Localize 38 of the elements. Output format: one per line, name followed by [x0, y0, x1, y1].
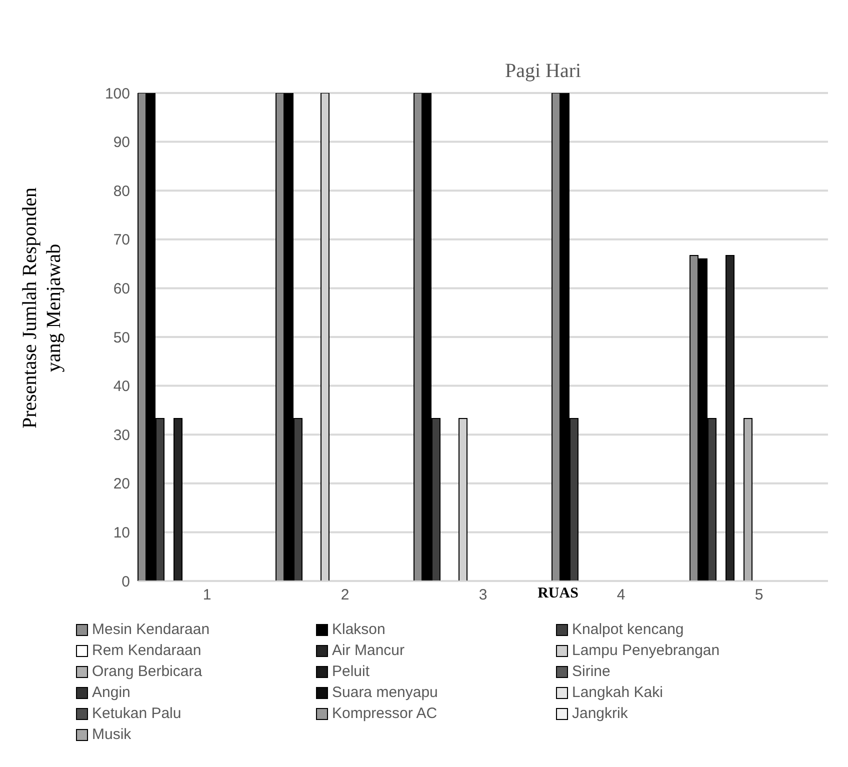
x-tick-label: 4	[616, 586, 626, 604]
legend-label: Rem Kendaraan	[92, 642, 202, 659]
x-tick-label: 1	[202, 586, 212, 604]
y-tick-label: 60	[113, 280, 130, 298]
legend-label: Jangkrik	[572, 705, 628, 722]
bar	[174, 418, 182, 581]
chart-title: Pagi Hari	[504, 60, 582, 83]
legend-label: Angin	[92, 684, 130, 701]
legend-label: Ketukan Palu	[92, 705, 182, 722]
legend-label: Air Mancur	[332, 642, 405, 659]
bar	[744, 418, 752, 581]
legend-label: Mesin Kendaraan	[92, 621, 210, 638]
y-tick-label: 20	[113, 476, 130, 493]
y-tick-label: 90	[113, 134, 130, 152]
legend-label: Kompressor AC	[332, 705, 438, 722]
x-tick-label: 3	[478, 586, 488, 604]
legend-label: Sirine	[572, 663, 610, 680]
y-tick-label: 40	[113, 378, 130, 396]
legend-label: Klakson	[332, 621, 386, 638]
x-tick-label: 2	[340, 586, 350, 604]
legend-label: Knalpot kencang	[572, 621, 684, 638]
y-tick-label: 0	[122, 573, 130, 590]
y-tick-label: 50	[113, 329, 130, 346]
x-axis-title: RUAS	[538, 586, 578, 602]
bar	[726, 255, 734, 581]
y-tick-label: 70	[113, 232, 130, 249]
y-tick-label: 100	[104, 85, 130, 102]
legend-label: Orang Berbicara	[92, 663, 202, 680]
y-tick-label: 80	[113, 182, 130, 200]
y-tick-label: 30	[113, 426, 130, 444]
legend-label: Suara menyapu	[332, 684, 438, 701]
x-tick-label: 5	[754, 586, 764, 604]
y-axis-title: Presentase Jumlah Responden yang Menjawab	[19, 187, 65, 429]
legend-label: Lampu Penyebrangan	[572, 642, 720, 659]
legend-label: Peluit	[332, 663, 370, 680]
legend-label: Langkah Kaki	[572, 684, 663, 701]
y-tick-label: 10	[113, 524, 130, 542]
legend-label: Musik	[92, 726, 132, 743]
